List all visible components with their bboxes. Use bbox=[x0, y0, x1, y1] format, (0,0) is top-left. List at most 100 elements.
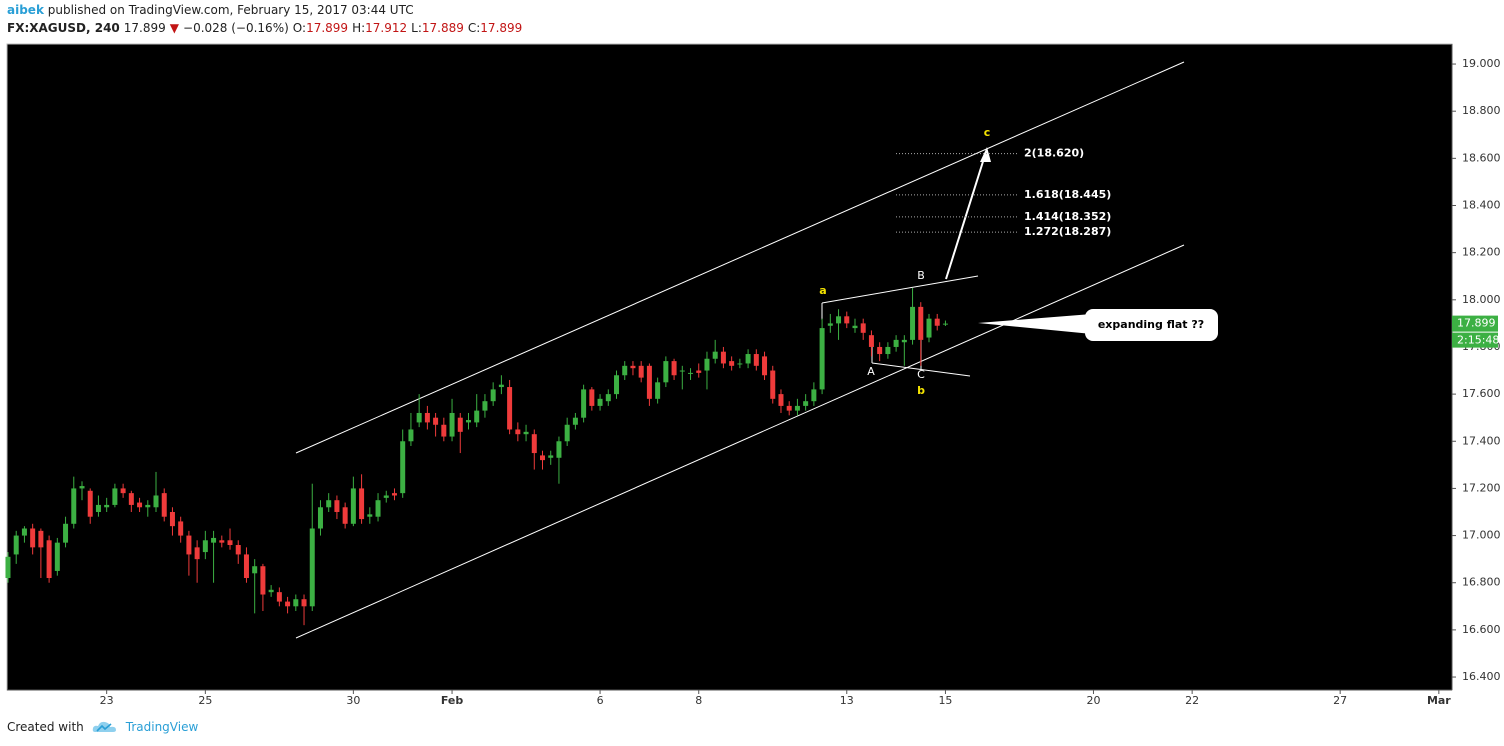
footer: Created with TradingView bbox=[7, 720, 198, 734]
ohlc-value: 17.912 bbox=[365, 21, 408, 35]
candle-body bbox=[918, 306, 924, 340]
candle-body bbox=[169, 511, 175, 527]
candle-body bbox=[720, 351, 726, 364]
candle-body bbox=[63, 523, 69, 543]
candle-body bbox=[498, 384, 504, 388]
candle-body bbox=[13, 535, 19, 555]
x-tick-label: 20 bbox=[1086, 694, 1100, 707]
candle-body bbox=[54, 542, 60, 571]
candle-body bbox=[441, 424, 447, 437]
candle-body bbox=[145, 504, 151, 508]
y-tick-label: 18.200 bbox=[1462, 246, 1501, 259]
fib-label: 1.272(18.287) bbox=[1024, 225, 1111, 238]
ohlc-value: 17.889 bbox=[421, 21, 464, 35]
candle-body bbox=[5, 556, 11, 579]
candle-body bbox=[737, 363, 743, 365]
candle-body bbox=[490, 389, 496, 402]
candle-body bbox=[926, 318, 932, 338]
candle-body bbox=[38, 530, 44, 548]
x-tick-label: 30 bbox=[346, 694, 360, 707]
candle-body bbox=[46, 540, 52, 579]
ohlc-label: L: bbox=[411, 21, 422, 35]
candle-body bbox=[334, 500, 340, 512]
y-tick-label: 18.400 bbox=[1462, 199, 1501, 212]
candle-body bbox=[901, 339, 907, 343]
candle-body bbox=[696, 370, 702, 373]
candle-body bbox=[630, 365, 636, 369]
candle-body bbox=[449, 412, 455, 437]
candle-body bbox=[531, 434, 537, 454]
wave-label: c bbox=[984, 126, 991, 139]
candle-body bbox=[753, 354, 759, 366]
ohlc-label: C: bbox=[467, 21, 481, 35]
candle-body bbox=[194, 547, 200, 560]
candle-body bbox=[326, 500, 332, 508]
candle-body bbox=[112, 488, 118, 505]
symbol: FX:XAGUSD, 240 bbox=[7, 21, 120, 35]
y-tick-label: 19.000 bbox=[1462, 57, 1501, 70]
candle-body bbox=[260, 566, 266, 595]
fib-label: 2(18.620) bbox=[1024, 147, 1084, 160]
channel-upper bbox=[295, 61, 1185, 454]
candle-body bbox=[161, 493, 167, 517]
candle-body bbox=[235, 545, 241, 555]
candle-body bbox=[457, 417, 463, 432]
candle-body bbox=[860, 323, 866, 333]
flat-upper-line bbox=[821, 275, 979, 304]
y-tick-label: 18.000 bbox=[1462, 293, 1501, 306]
candle-body bbox=[877, 346, 883, 355]
candle-body bbox=[885, 346, 891, 355]
candle-body bbox=[465, 420, 471, 423]
fib-label: 1.414(18.352) bbox=[1024, 210, 1111, 223]
x-tick-label: 8 bbox=[695, 694, 702, 707]
countdown-tag bbox=[1452, 332, 1498, 348]
candle-body bbox=[572, 417, 578, 425]
brand-icon bbox=[92, 721, 116, 732]
candle-body bbox=[309, 528, 315, 607]
fib-label: 1.618(18.445) bbox=[1024, 188, 1111, 201]
y-tick-label: 16.800 bbox=[1462, 576, 1501, 589]
candle-body bbox=[416, 412, 422, 423]
candle-body bbox=[219, 540, 225, 543]
candle-body bbox=[186, 535, 192, 555]
y-tick-label: 16.400 bbox=[1462, 670, 1501, 683]
candle-body bbox=[868, 335, 874, 347]
candle-body bbox=[268, 589, 274, 593]
candle-body bbox=[120, 488, 126, 494]
x-tick-label: 23 bbox=[100, 694, 114, 707]
candle-body bbox=[827, 323, 833, 326]
candle-body bbox=[285, 601, 291, 607]
candle-body bbox=[622, 365, 628, 376]
candle-body bbox=[646, 365, 652, 399]
x-tick-label: Feb bbox=[441, 694, 464, 707]
candle-body bbox=[153, 495, 159, 508]
ohlc-value: 17.899 bbox=[480, 21, 523, 35]
candle-body bbox=[852, 325, 858, 329]
callout-box bbox=[1085, 309, 1218, 341]
x-tick-label: 27 bbox=[1333, 694, 1347, 707]
sub-wave-label: C bbox=[917, 368, 925, 381]
direction: ▼ bbox=[169, 21, 180, 35]
y-tick-label: 18.600 bbox=[1462, 151, 1501, 164]
ohlc-label: H: bbox=[352, 21, 366, 35]
candle-body bbox=[227, 540, 233, 546]
candle-body bbox=[794, 405, 800, 411]
candle-body bbox=[276, 592, 282, 602]
candle-body bbox=[21, 528, 27, 536]
candle-body bbox=[128, 493, 134, 505]
candle-body bbox=[383, 495, 389, 498]
target-arrow bbox=[945, 151, 987, 280]
y-tick-label: 17.600 bbox=[1462, 387, 1501, 400]
y-tick-label: 17.000 bbox=[1462, 529, 1501, 542]
created-with: Created with bbox=[7, 720, 84, 734]
candle-body bbox=[581, 389, 587, 418]
candle-body bbox=[391, 493, 397, 496]
candle-body bbox=[104, 504, 110, 508]
sub-wave-label: A bbox=[867, 365, 875, 378]
x-tick-label: Mar bbox=[1427, 694, 1451, 707]
x-tick-label: 6 bbox=[597, 694, 604, 707]
candle-body bbox=[605, 394, 611, 402]
wave-label: a bbox=[819, 284, 826, 297]
plot-area bbox=[6, 43, 1453, 691]
candle-body bbox=[704, 358, 710, 371]
